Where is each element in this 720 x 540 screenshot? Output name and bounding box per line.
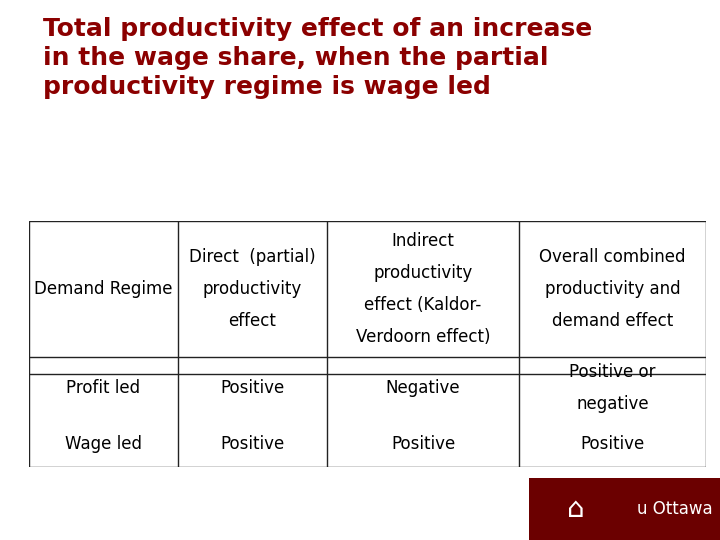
Text: Positive: Positive (391, 435, 455, 453)
Text: Wage led: Wage led (65, 435, 142, 453)
Text: Direct  (partial)
productivity
effect: Direct (partial) productivity effect (189, 248, 315, 330)
Text: Demand Regime: Demand Regime (34, 280, 173, 298)
Text: Positive: Positive (220, 380, 284, 397)
Text: Total productivity effect of an increase
in the wage share, when the partial
pro: Total productivity effect of an increase… (43, 17, 593, 99)
Text: Negative: Negative (386, 380, 460, 397)
Text: u Ottawa: u Ottawa (637, 500, 713, 518)
Text: Overall combined
productivity and
demand effect: Overall combined productivity and demand… (539, 248, 685, 330)
Text: Indirect
productivity
effect (Kaldor-
Verdoorn effect): Indirect productivity effect (Kaldor- Ve… (356, 232, 490, 346)
Text: ⌂: ⌂ (567, 495, 585, 523)
Text: Positive or
negative: Positive or negative (570, 363, 656, 414)
Text: Profit led: Profit led (66, 380, 140, 397)
Text: RDW Conference, ILO, Geneva, 8 July 2011: RDW Conference, ILO, Geneva, 8 July 2011 (22, 502, 319, 516)
Bar (529, 478, 720, 540)
Text: Positive: Positive (220, 435, 284, 453)
Text: Positive: Positive (580, 435, 644, 453)
